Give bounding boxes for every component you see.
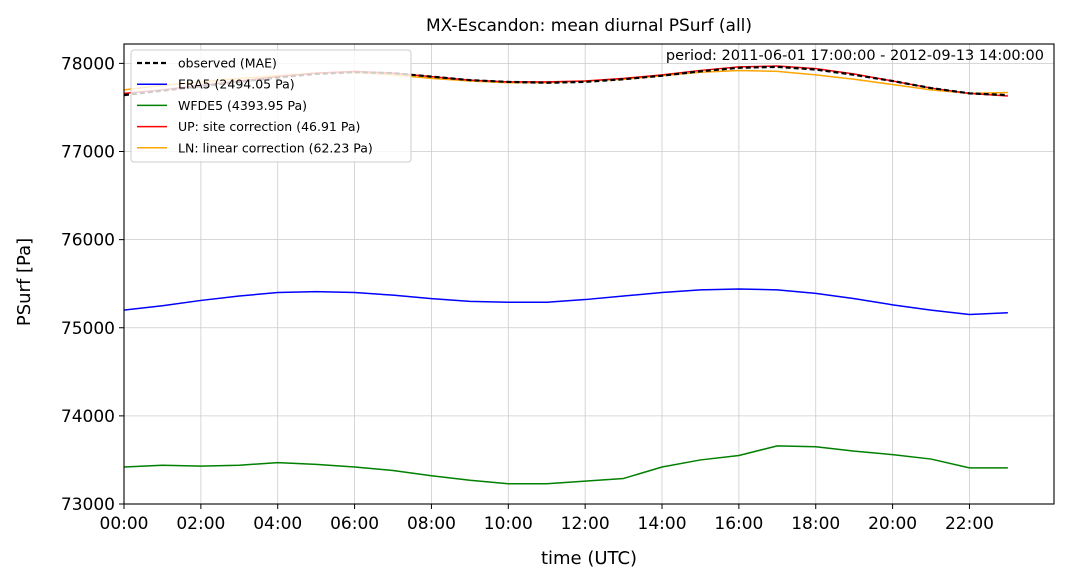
y-tick-label: 76000	[61, 231, 115, 251]
x-tick-label: 02:00	[176, 514, 225, 534]
x-tick-label: 14:00	[638, 514, 687, 534]
legend-label: UP: site correction (46.91 Pa)	[178, 119, 360, 134]
chart-title: MX-Escandon: mean diurnal PSurf (all)	[426, 16, 752, 36]
x-tick-label: 10:00	[484, 514, 533, 534]
series-line-era5	[123, 288, 1008, 316]
x-tick-label: 18:00	[791, 514, 840, 534]
legend-label: WFDE5 (4393.95 Pa)	[178, 98, 307, 113]
series-line-wfde5	[123, 445, 1008, 485]
x-tick-label: 22:00	[945, 514, 994, 534]
y-tick-label: 73000	[61, 495, 115, 515]
y-tick-label: 77000	[61, 143, 115, 163]
y-tick-label: 75000	[61, 319, 115, 339]
legend-box	[130, 49, 412, 163]
y-axis: 73000 74000 75000 76000 77000 78000	[61, 54, 124, 515]
legend-label: ERA5 (2494.05 Pa)	[178, 77, 295, 92]
x-tick-label: 08:00	[407, 514, 456, 534]
period-annotation: period: 2011-06-01 17:00:00 - 2012-09-13…	[666, 48, 1044, 64]
x-tick-label: 20:00	[868, 514, 917, 534]
legend-label: LN: linear correction (62.23 Pa)	[178, 140, 373, 155]
y-axis-label: PSurf [Pa]	[14, 238, 35, 326]
legend: observed (MAE) ERA5 (2494.05 Pa) WFDE5 (43…	[130, 49, 412, 163]
x-tick-label: 16:00	[714, 514, 763, 534]
x-axis-label: time (UTC)	[541, 548, 637, 569]
x-tick-label: 00:00	[100, 514, 149, 534]
x-axis: 00:00 02:00 04:00 06:00 08:00 10:00 12:00 14:00…	[100, 504, 994, 534]
x-tick-label: 04:00	[253, 514, 302, 534]
x-tick-label: 06:00	[330, 514, 379, 534]
legend-label: observed (MAE)	[178, 56, 277, 71]
plot-frame	[123, 43, 1055, 505]
x-tick-label: 12:00	[561, 514, 610, 534]
y-tick-label: 78000	[61, 54, 115, 74]
y-tick-label: 74000	[61, 407, 115, 427]
